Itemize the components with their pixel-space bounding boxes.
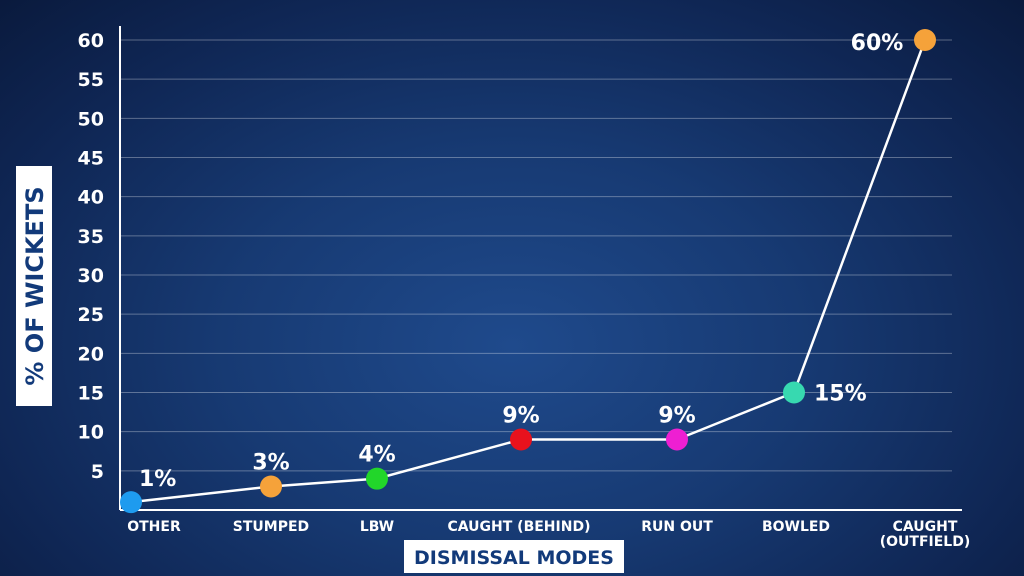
data-point — [366, 467, 388, 490]
data-point — [783, 381, 805, 404]
y-tick-label: 10 — [78, 422, 104, 444]
x-category-labels: OTHER STUMPED LBW CAUGHT (BEHIND) RUN OUT BOW… — [127, 519, 970, 550]
gridlines — [120, 39, 952, 472]
data-label: 1% — [139, 467, 176, 492]
y-axis-title-box — [16, 166, 52, 406]
data-label: 15% — [814, 382, 867, 407]
y-tick-label: 35 — [78, 226, 104, 248]
x-tick-label: CAUGHT (OUTFIELD) — [880, 519, 971, 550]
data-point — [510, 428, 532, 451]
data-points — [120, 29, 936, 514]
data-point — [260, 475, 282, 498]
data-point — [666, 428, 688, 451]
y-tick-label: 20 — [78, 343, 104, 365]
y-tick-label: 40 — [78, 187, 104, 209]
data-point — [914, 29, 936, 51]
y-tick-labels: 5 10 15 20 25 30 35 40 45 50 55 60 — [78, 30, 104, 483]
x-axis-title: DISMISSAL MODES — [404, 540, 624, 573]
x-axis-label: DISMISSAL MODES — [414, 547, 614, 569]
x-tick-label: LBW — [360, 519, 394, 535]
x-tick-label: BOWLED — [762, 519, 830, 535]
y-axis-title: % OF WICKETS — [16, 166, 52, 406]
data-point — [120, 491, 142, 514]
y-axis-label: % OF WICKETS — [21, 186, 49, 385]
x-tick-label: RUN OUT — [641, 519, 713, 535]
x-tick-label: CAUGHT (BEHIND) — [448, 519, 591, 535]
data-label: 3% — [252, 451, 289, 476]
y-tick-label: 5 — [91, 461, 104, 483]
data-label: 60% — [851, 31, 904, 56]
data-label: 9% — [658, 404, 695, 429]
y-tick-label: 60 — [78, 30, 104, 52]
data-label: 4% — [358, 443, 395, 468]
x-tick-label: STUMPED — [233, 519, 309, 535]
x-tick-label: OTHER — [127, 519, 181, 535]
data-label: 9% — [502, 404, 539, 429]
y-tick-label: 55 — [78, 69, 104, 91]
y-tick-label: 50 — [78, 108, 104, 130]
data-labels: 1% 3% 4% 9% 9% 15% 60% — [139, 31, 903, 492]
y-tick-label: 15 — [78, 383, 104, 405]
y-tick-label: 25 — [78, 304, 104, 326]
y-tick-label: 45 — [78, 148, 104, 170]
y-tick-label: 30 — [78, 265, 104, 287]
x-axis-title-box — [404, 540, 624, 573]
